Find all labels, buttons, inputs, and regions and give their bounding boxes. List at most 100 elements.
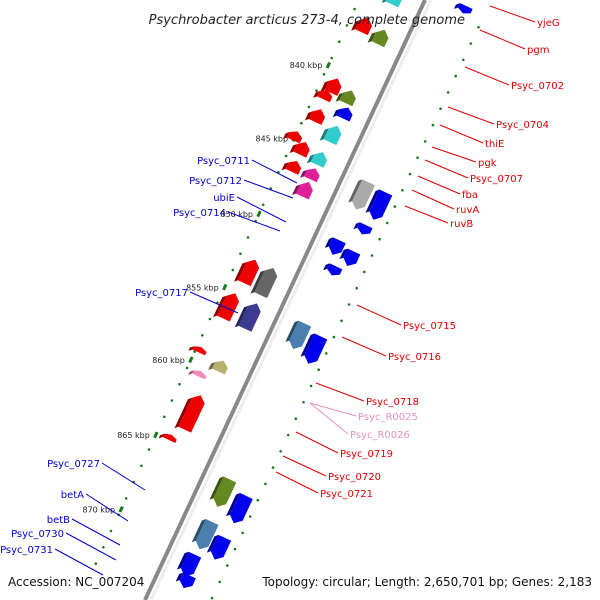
outer-track-dot [226,564,229,567]
gene-feature-magenta [300,168,320,183]
gene-label: betB [47,515,70,526]
ruler-tick-label: 860 kbp [152,356,185,365]
gene-feature-cyan [319,125,342,146]
gene-feature-blue [323,263,343,276]
outer-track-dot [469,42,473,45]
label-leader-line [251,159,298,184]
label-leader-line [243,179,294,199]
gene-label: fba [462,190,478,201]
outer-track-dot [439,107,442,110]
inner-track-dot [330,56,334,60]
gene-feature-blue [324,237,346,255]
label-leader-line [424,159,469,179]
gene-feature-green [335,90,356,107]
gene-arrow-body [369,189,393,220]
gene-arrow-body [254,268,278,299]
outer-track-dot [416,156,419,159]
outer-track-dot [454,74,458,78]
label-leader-line [275,471,319,494]
gene-feature-red [213,293,240,322]
gene-arrow-body [178,395,205,433]
gene-feature-red [282,131,303,144]
gene-arrow-body [310,152,328,168]
label-leader-line [404,205,449,224]
outer-track-dot [363,270,366,274]
gene-feature-gray [348,179,375,210]
outer-track-dot [462,58,465,62]
outer-track-dot [256,498,260,502]
gene-label: Psyc_0712 [189,176,242,187]
gene-arrow-body [238,303,261,332]
label-leader-line [309,402,357,417]
gene-feature-navy [234,303,261,332]
backbone [143,0,433,600]
gene-arrow-shadow [289,144,298,154]
ruler-tick [153,431,159,439]
outer-track-dot [248,515,252,518]
gene-arrow-shadow [339,248,348,260]
gene-feature-blue [365,189,393,220]
gene-arrow-shadow [319,128,329,141]
gene-arrow-shadow [233,262,247,282]
inner-track-dot [345,24,349,27]
gene-feature-red [351,17,372,36]
inner-track-dot [147,448,151,451]
gene-arrow-body [457,3,473,14]
gene-arrow-shadow [250,270,265,294]
outer-track-dot [355,286,359,290]
label-leader-line [417,175,461,195]
gene-arrow-shadow [174,397,192,429]
gene-label: Psyc_0721 [320,489,373,500]
topology-text: Topology: circular; Length: 2,650,701 bp… [262,575,592,589]
gene-arrow-body [293,141,310,158]
label-leader-line [65,532,117,561]
outer-track-dot [286,433,290,437]
outer-track-dot [370,254,374,257]
label-leaders [54,5,536,576]
inner-track-dot [307,105,311,109]
gene-feature-red [313,90,333,103]
inner-track-dot [239,252,242,255]
gene-arrow-shadow [367,32,376,43]
gene-arrow-body [308,109,326,125]
label-leader-line [356,304,402,326]
gene-arrow-body [355,17,372,36]
gene-label: ubiE [213,193,235,204]
gene-arrow-shadow [320,80,329,92]
gene-arrow-body [304,168,320,183]
inner-track-dot [201,334,204,337]
gene-arrow-shadow [313,90,320,98]
gene-arrow-body [328,237,346,255]
gene-label: betA [61,490,84,501]
inner-track-dot [353,7,356,11]
gene-feature-green [367,29,389,48]
gene-arrow-body [295,182,313,200]
inner-track-dot [231,268,235,272]
label-leader-line [309,402,349,435]
gene-label: Psyc_0707 [470,174,523,185]
label-leader-line [479,29,526,50]
outer-track-dot [340,319,343,323]
gene-arrow-body [162,433,177,443]
outer-track-dot [477,25,480,29]
gene-arrow-shadow [282,132,290,139]
gene-arrow-body [217,293,240,322]
gene-arrow-body [339,90,356,107]
gene-arrow-shadow [300,169,308,178]
label-leader-line [447,106,495,125]
inner-track-dot [102,546,105,549]
gene-label: Psyc_0720 [328,472,381,483]
gene-arrow-shadow [188,346,194,351]
gene-label: yjeG [537,18,560,29]
gene-arrow-body [324,78,342,96]
label-leader-line [189,291,239,314]
gene-feature-blue [225,493,253,524]
ruler-tick [222,283,228,291]
gene-arrow-body [352,179,375,210]
outer-track-dot [393,205,397,208]
inner-track-dot [322,73,326,76]
gene-feature-pink [188,370,207,380]
gene-arrow-shadow [323,263,330,271]
ruler-tick [325,61,331,69]
